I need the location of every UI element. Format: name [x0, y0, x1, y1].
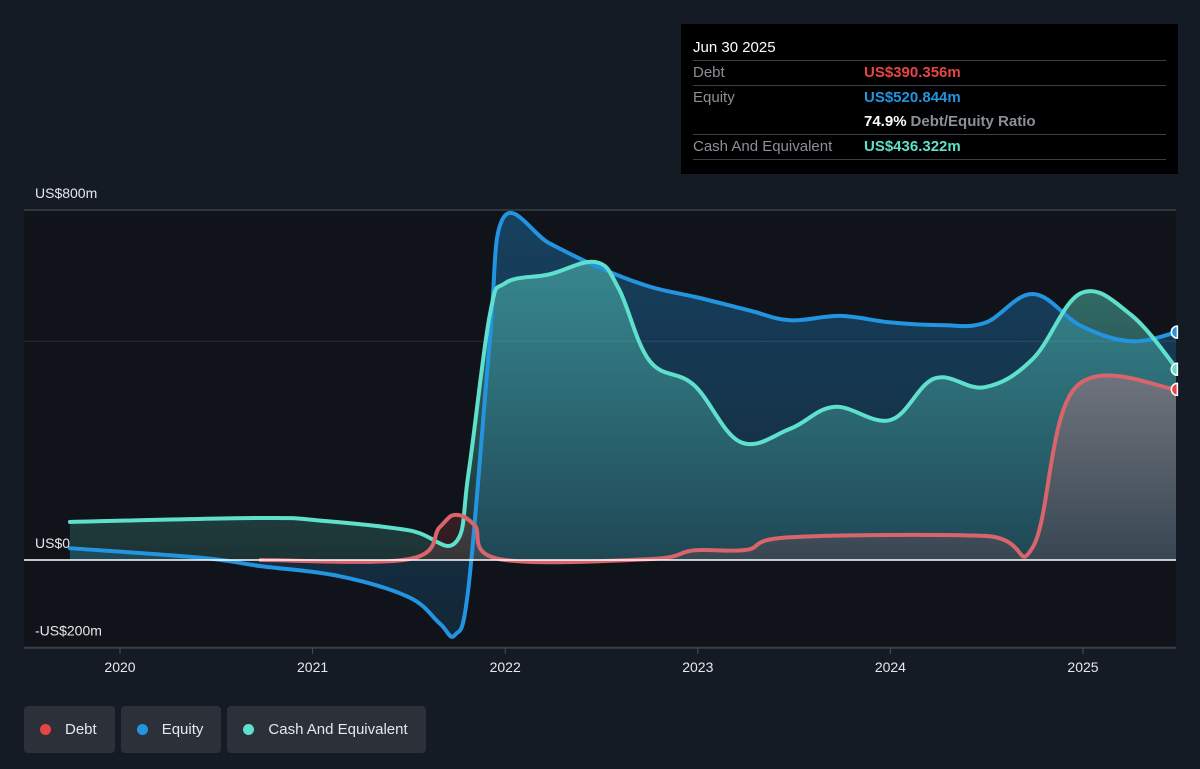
x-tick-label: 2023 — [682, 659, 713, 675]
legend: Debt Equity Cash And Equivalent — [24, 706, 426, 753]
series-end-markers — [1170, 208, 1200, 650]
tooltip-debt-value: US$390.356m — [864, 64, 961, 81]
legend-item-debt[interactable]: Debt — [24, 706, 115, 753]
line-debt — [258, 373, 1180, 565]
x-tick-label: 2020 — [104, 659, 135, 675]
end-marker-half-equity — [1170, 325, 1179, 339]
end-marker-half-debt — [1170, 382, 1179, 397]
legend-item-cash[interactable]: Cash And Equivalent — [227, 706, 426, 753]
area-debt — [260, 375, 1178, 563]
area-cash — [69, 261, 1178, 560]
right-edge-panel — [1176, 208, 1200, 650]
series-lines — [24, 210, 1180, 639]
tooltip-cash-label: Cash And Equivalent — [693, 138, 833, 155]
line-equity — [67, 210, 1180, 639]
equity-dot-icon — [136, 724, 148, 735]
series-areas — [69, 212, 1178, 637]
x-tick-label: 2025 — [1067, 659, 1098, 675]
line-cash — [67, 259, 1180, 548]
tooltip-equity-value: US$520.844m — [864, 89, 961, 106]
legend-label-cash: Cash And Equivalent — [268, 721, 408, 738]
x-tick-label: 2021 — [297, 659, 328, 675]
tooltip-row-debt: Debt US$390.356m — [693, 61, 1166, 86]
legend-label-debt: Debt — [65, 721, 97, 738]
x-tick-label: 2022 — [490, 659, 521, 675]
tooltip-ratio-spacer — [693, 110, 864, 134]
tooltip-row-cash: Cash And Equivalent US$436.322m — [693, 135, 1166, 160]
x-axis: 2020 2021 2022 2023 2024 2025 — [104, 648, 1099, 675]
cash-dot-icon — [243, 724, 255, 735]
tooltip: Jun 30 2025 Debt US$390.356m Equity US$5… — [681, 24, 1178, 174]
y-tick-label: US$0 — [35, 535, 70, 551]
tooltip-ratio-label: Debt/Equity Ratio — [910, 113, 1036, 130]
tooltip-ratio-value: 74.9% — [864, 113, 907, 130]
tooltip-equity-label: Equity — [693, 89, 735, 106]
tooltip-date: Jun 30 2025 — [693, 36, 1166, 61]
tooltip-cash-value: US$436.322m — [864, 138, 961, 155]
tooltip-debt-label: Debt — [693, 64, 725, 81]
legend-item-equity[interactable]: Equity — [120, 706, 222, 753]
end-marker-half-cash — [1170, 362, 1179, 377]
y-tick-label: -US$200m — [35, 623, 102, 639]
y-axis: US$800m US$0 -US$200m — [35, 185, 102, 639]
legend-label-equity: Equity — [161, 721, 204, 738]
y-tick-label: US$800m — [35, 185, 97, 201]
debt-dot-icon — [40, 724, 51, 735]
tooltip-row-equity: Equity US$520.844m — [693, 86, 1166, 110]
x-tick-label: 2024 — [875, 659, 906, 675]
tooltip-row-ratio: 74.9% Debt/Equity Ratio — [693, 110, 1166, 135]
